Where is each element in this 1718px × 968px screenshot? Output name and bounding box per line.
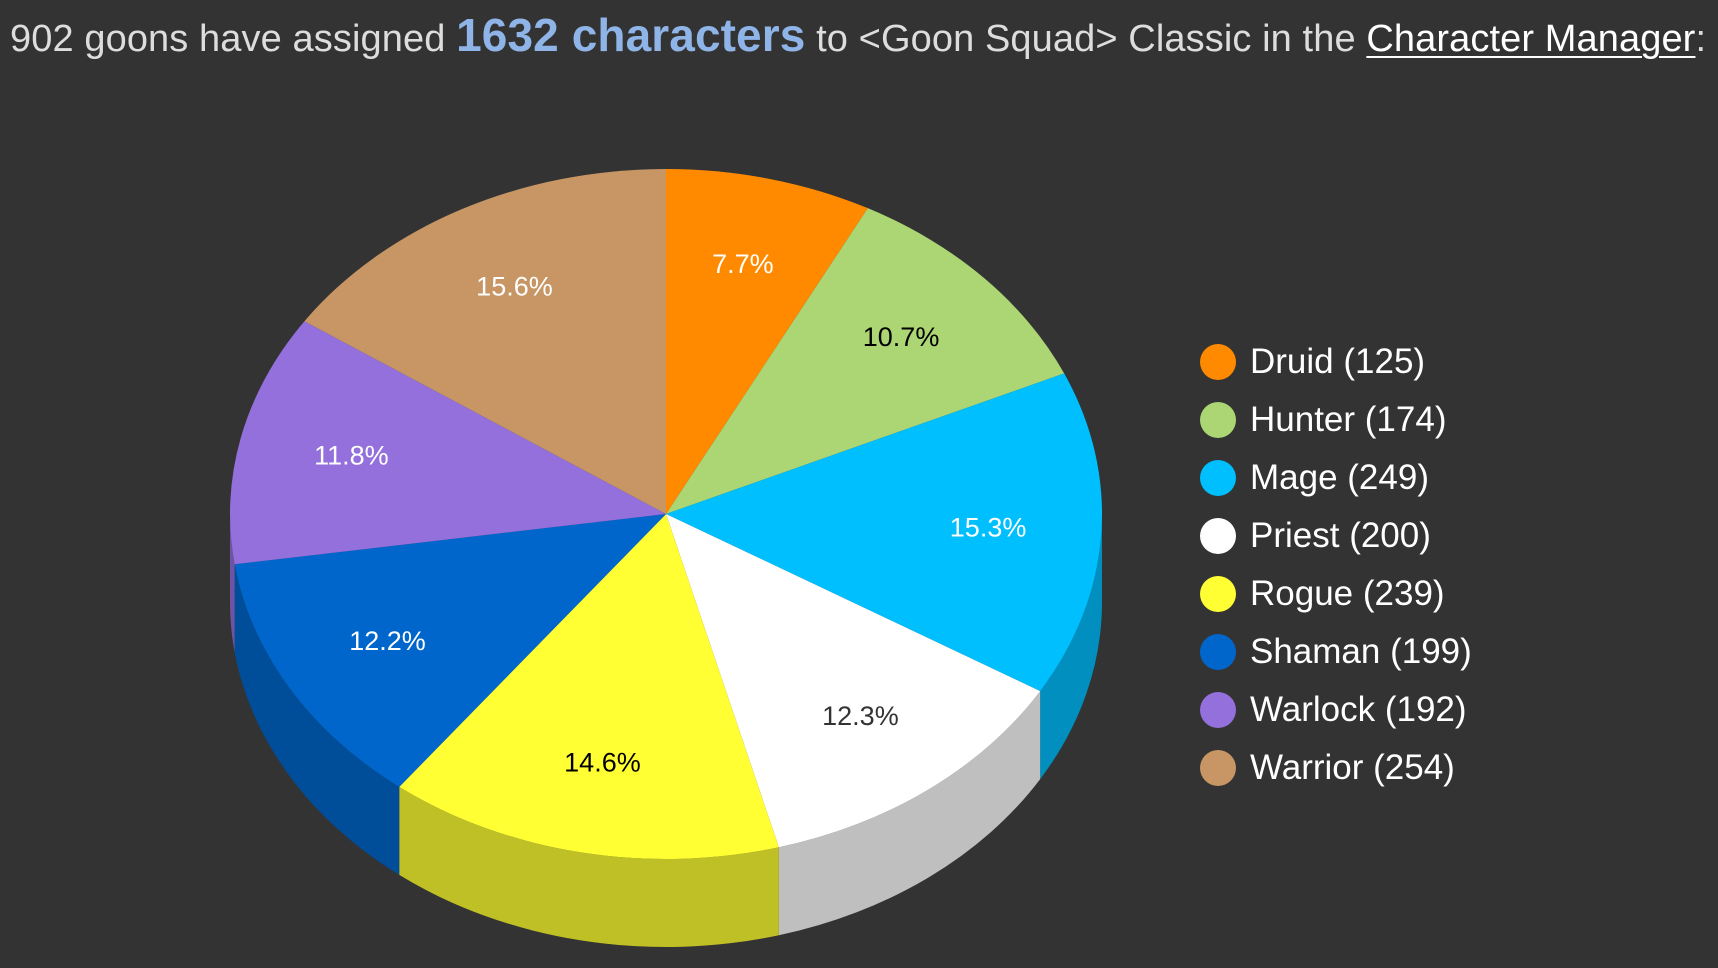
pie-slice-hunter[interactable] (666, 208, 1065, 514)
legend-item-mage[interactable]: Mage (249) (1200, 449, 1472, 507)
legend-item-druid[interactable]: Druid (125) (1200, 333, 1472, 391)
pie-top (230, 169, 1102, 859)
pie-slice-mage[interactable] (666, 373, 1102, 692)
legend-label-priest: Priest (200) (1250, 516, 1431, 555)
legend-swatch-warrior (1200, 750, 1236, 786)
pie-label-rogue: 14.6% (564, 747, 641, 777)
page-title: 902 goons have assigned 1632 characters … (10, 8, 1706, 62)
legend-label-druid: Druid (125) (1250, 342, 1426, 381)
character-count: 1632 characters (456, 9, 806, 61)
legend-swatch-druid (1200, 344, 1236, 380)
legend-item-rogue[interactable]: Rogue (239) (1200, 565, 1472, 623)
legend-item-shaman[interactable]: Shaman (199) (1200, 623, 1472, 681)
legend-swatch-hunter (1200, 402, 1236, 438)
pie-slice-priest[interactable] (666, 514, 1041, 848)
legend-label-mage: Mage (249) (1250, 458, 1429, 497)
pie-slice-shaman[interactable] (234, 514, 667, 787)
pie-label-hunter: 10.7% (863, 322, 940, 352)
pie-side-priest (778, 691, 1041, 936)
legend-label-warlock: Warlock (192) (1250, 690, 1467, 729)
pie-labels: 7.7% 10.7% 15.3% 12.3% 14.6% 12.2% 11.8% 15.6% (314, 249, 1026, 777)
pie-label-shaman: 12.2% (349, 626, 426, 656)
chart-legend: Druid (125) Hunter (174) Mage (249) Priest … (1200, 333, 1472, 797)
legend-swatch-rogue (1200, 576, 1236, 612)
pie-label-druid: 7.7% (712, 249, 774, 279)
pie-slice-druid[interactable] (666, 169, 868, 514)
pie-side-rogue (399, 786, 779, 947)
title-suffix: : (1695, 18, 1707, 60)
title-middle: to <Goon Squad> Classic in the (816, 18, 1356, 60)
legend-item-warlock[interactable]: Warlock (192) (1200, 681, 1472, 739)
title-prefix: 902 goons have assigned (10, 18, 446, 60)
legend-item-hunter[interactable]: Hunter (174) (1200, 391, 1472, 449)
pie-slice-warrior[interactable] (304, 169, 666, 514)
legend-swatch-mage (1200, 460, 1236, 496)
legend-label-rogue: Rogue (239) (1250, 574, 1445, 613)
pie-sides (230, 514, 1102, 947)
pie-label-warrior: 15.6% (476, 272, 553, 302)
pie-side-warlock (230, 514, 235, 653)
legend-label-hunter: Hunter (174) (1250, 400, 1447, 439)
pie-slice-warlock[interactable] (230, 321, 666, 565)
character-manager-link[interactable]: Character Manager (1366, 18, 1696, 60)
pie-side-shaman (234, 564, 400, 875)
legend-item-warrior[interactable]: Warrior (254) (1200, 739, 1472, 797)
legend-label-warrior: Warrior (254) (1250, 748, 1455, 787)
pie-label-warlock: 11.8% (314, 441, 389, 471)
pie-slice-rogue[interactable] (399, 514, 779, 859)
legend-item-priest[interactable]: Priest (200) (1200, 507, 1472, 565)
legend-swatch-shaman (1200, 634, 1236, 670)
legend-swatch-priest (1200, 518, 1236, 554)
pie-side-mage (1040, 514, 1102, 780)
legend-swatch-warlock (1200, 692, 1236, 728)
pie-label-mage: 15.3% (950, 512, 1027, 542)
legend-label-shaman: Shaman (199) (1250, 632, 1472, 671)
pie-label-priest: 12.3% (822, 701, 899, 731)
